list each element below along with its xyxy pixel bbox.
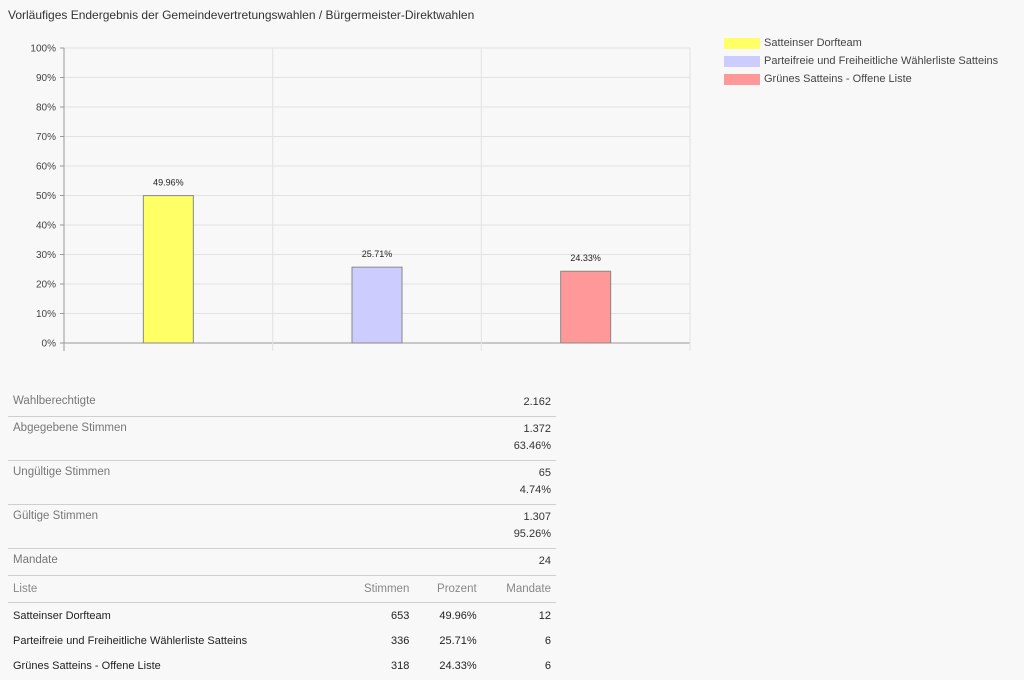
y-tick-label: 30%: [36, 250, 56, 261]
stat-values: 65 4.74%: [520, 465, 551, 499]
table-header-row: Liste Stimmen Prozent Mandate: [8, 576, 556, 603]
stat-row-gueltige: Gültige Stimmen 1.307 95.26%: [8, 505, 556, 549]
y-tick-label: 70%: [36, 132, 56, 143]
y-tick-label: 60%: [36, 162, 56, 173]
bar: [142, 195, 194, 344]
cell-mandate: 6: [544, 659, 551, 672]
stat-row-mandate: Mandate 24: [8, 549, 556, 576]
table-row: Grünes Satteins - Offene Liste 318 24.33…: [8, 653, 556, 678]
stat-values: 2.162: [523, 394, 551, 411]
y-tick-label: 90%: [36, 73, 56, 84]
stat-value: 1.307: [523, 511, 551, 523]
y-tick-label: 20%: [36, 280, 56, 291]
bar-chart: 0% 10% 20% 30% 40% 50% 60% 70% 80% 90% 100% 49.96% 2…: [30, 44, 691, 351]
column-header-mandate: Mandate: [481, 576, 556, 603]
stat-label: Abgegebene Stimmen: [13, 422, 127, 434]
stat-values: 1.372 63.46%: [514, 421, 551, 455]
cell-stimmen: 653: [390, 609, 410, 622]
cell-prozent: 25.71%: [439, 634, 477, 647]
bar-value-label: 49.96%: [153, 178, 184, 188]
stat-value: 65: [538, 467, 551, 479]
legend-label: Satteinser Dorfteam: [764, 37, 862, 49]
column-header-liste: Liste: [8, 576, 340, 603]
stat-values: 1.307 95.26%: [514, 509, 551, 543]
stat-values: 24: [539, 553, 551, 570]
legend-item-parteifreie[interactable]: Parteifreie und Freiheitliche Wählerlist…: [724, 52, 998, 70]
stat-value: 2.162: [523, 396, 551, 408]
bar-value-label: 25.71%: [362, 249, 393, 259]
legend-swatch: [724, 37, 760, 49]
stat-percent: 63.46%: [513, 440, 551, 452]
stat-percent: 4.74%: [519, 484, 551, 496]
stat-label: Wahlberechtigte: [13, 395, 96, 407]
bar: [560, 270, 612, 344]
cell-prozent: 49.96%: [439, 609, 477, 622]
cell-stimmen: 336: [390, 634, 410, 647]
stat-row-wahlberechtigte: Wahlberechtigte 2.162: [8, 390, 556, 417]
legend-swatch: [724, 55, 760, 67]
stat-row-abgegebene: Abgegebene Stimmen 1.372 63.46%: [8, 417, 556, 461]
stat-value: 1.372: [523, 423, 551, 435]
column-header-stimmen: Stimmen: [339, 576, 415, 603]
y-tick-label: 0%: [42, 339, 57, 350]
column-header-prozent: Prozent: [414, 576, 482, 603]
cell-liste: Grünes Satteins - Offene Liste: [13, 659, 161, 672]
cell-mandate: 6: [544, 634, 551, 647]
stat-label: Ungültige Stimmen: [13, 466, 111, 478]
results-table: Liste Stimmen Prozent Mandate Satteinser…: [8, 576, 556, 678]
cell-liste: Satteinser Dorfteam: [13, 609, 111, 622]
y-tick-label: 50%: [36, 191, 56, 202]
chart-legend: Satteinser Dorfteam Parteifreie und Frei…: [724, 34, 998, 88]
bar-value-label: 24.33%: [570, 253, 601, 263]
legend-swatch: [724, 73, 760, 85]
stat-percent: 95.26%: [513, 528, 551, 540]
cell-prozent: 24.33%: [439, 659, 477, 672]
stat-value: 24: [538, 555, 551, 567]
y-tick-label: 100%: [30, 44, 56, 55]
legend-item-dorfteam[interactable]: Satteinser Dorfteam: [724, 34, 998, 52]
bar: [351, 266, 403, 344]
stat-row-ungueltige: Ungültige Stimmen 65 4.74%: [8, 461, 556, 505]
y-tick-label: 10%: [36, 309, 56, 320]
cell-mandate: 12: [538, 609, 551, 622]
cell-stimmen: 318: [390, 659, 410, 672]
y-tick-label: 40%: [36, 221, 56, 232]
page-title: Vorläufiges Endergebnis der Gemeindevert…: [8, 8, 475, 22]
table-row: Parteifreie und Freiheitliche Wählerlist…: [8, 628, 556, 653]
cell-liste: Parteifreie und Freiheitliche Wählerlist…: [13, 634, 248, 647]
table-row: Satteinser Dorfteam 653 49.96% 12: [8, 603, 556, 629]
legend-label: Grünes Satteins - Offene Liste: [764, 73, 912, 85]
legend-label: Parteifreie und Freiheitliche Wählerlist…: [764, 55, 999, 67]
legend-item-gruene[interactable]: Grünes Satteins - Offene Liste: [724, 70, 998, 88]
results-summary: Wahlberechtigte 2.162 Abgegebene Stimmen…: [8, 390, 556, 678]
stat-label: Mandate: [13, 554, 58, 566]
y-tick-label: 80%: [36, 103, 56, 114]
stat-label: Gültige Stimmen: [13, 510, 99, 522]
